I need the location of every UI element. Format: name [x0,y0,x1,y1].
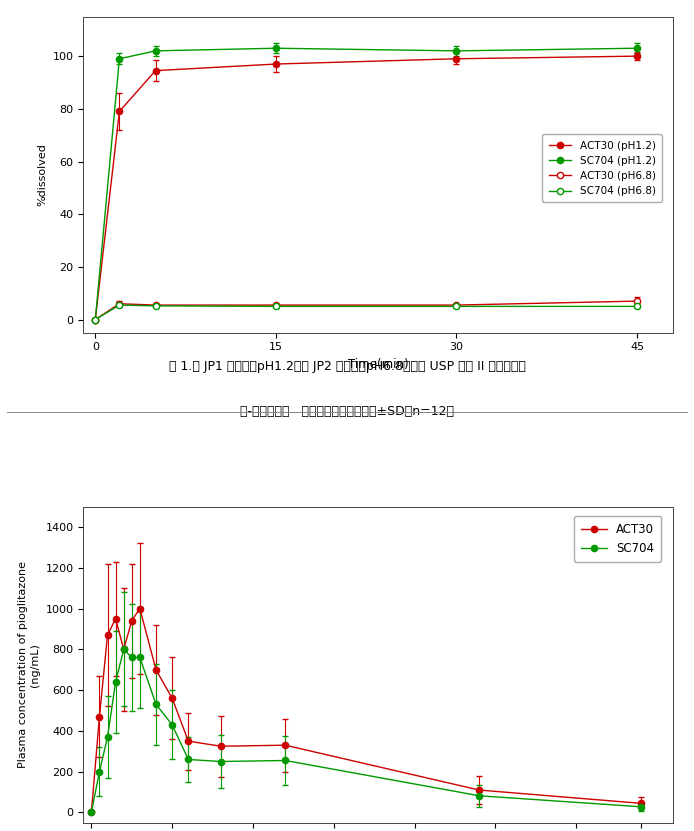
Y-axis label: Plasma concentration of pioglitazone
(ng/mL): Plasma concentration of pioglitazone (ng… [18,561,40,768]
Y-axis label: %dissolved: %dissolved [37,143,47,206]
Legend: ACT30, SC704: ACT30, SC704 [574,516,661,562]
Legend: ACT30 (pH1.2), SC704 (pH1.2), ACT30 (pH6.8), SC704 (pH6.8): ACT30 (pH1.2), SC704 (pH1.2), ACT30 (pH6… [542,135,662,203]
X-axis label: Time(min): Time(min) [348,358,409,371]
Text: 图 1.在 JP1 培养基（pH1.2）和 JP2 培养基（pH6.8）中用 USP 装置 II 溶出试验溶: 图 1.在 JP1 培养基（pH1.2）和 JP2 培养基（pH6.8）中用 U… [169,360,525,373]
Text: 解-时间曲线。   每个数据点代表平均值±SD（n=12）: 解-时间曲线。 每个数据点代表平均值±SD（n=12） [240,406,454,419]
